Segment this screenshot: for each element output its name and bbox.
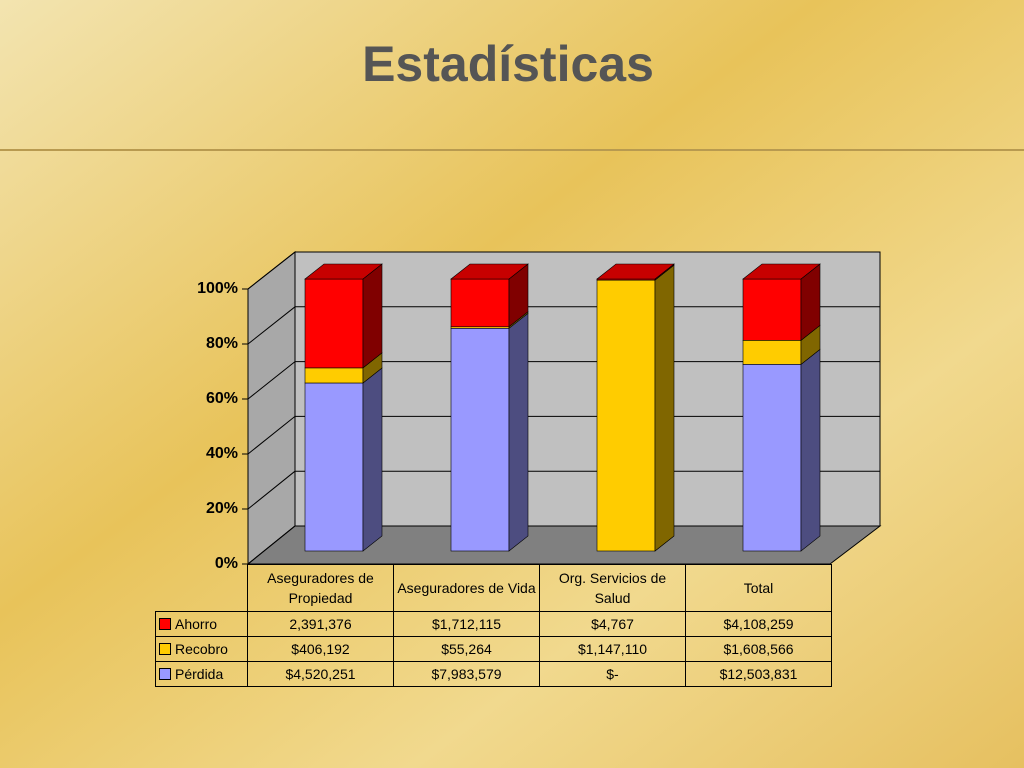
bar	[596, 279, 656, 552]
bar-top	[304, 263, 383, 280]
chart-title: Estadísticas	[362, 36, 654, 92]
table-value: $406,192	[247, 636, 394, 662]
bar	[450, 328, 510, 552]
y-tick-label: 60%	[206, 390, 238, 407]
corner	[156, 565, 248, 612]
table-value: $4,520,251	[247, 661, 394, 687]
table-value: $1,608,566	[685, 636, 832, 662]
legend-swatch	[159, 643, 171, 655]
series-row: Recobro $406,192 $55,264 $1,147,110 $1,608,5…	[155, 636, 832, 662]
table-value: $4,108,259	[685, 611, 832, 637]
category-label: Aseguradores de Propiedad	[247, 564, 394, 612]
legend-label: Recobro	[175, 641, 228, 657]
y-tick-label: 20%	[206, 500, 238, 517]
bar-top	[450, 263, 529, 280]
grid-line	[247, 306, 296, 345]
table-value: $7,983,579	[393, 661, 540, 687]
y-tick-label: 40%	[206, 445, 238, 462]
bar	[742, 340, 802, 365]
table-value: $12,503,831	[685, 661, 832, 687]
bar-side	[800, 348, 821, 552]
bar-side	[362, 263, 383, 369]
grid-line	[247, 525, 296, 565]
category-label: Org. Servicios de Salud	[539, 564, 686, 612]
table-value: 2,391,376	[247, 611, 394, 637]
bar-top	[742, 263, 821, 280]
category-label: Total	[685, 564, 832, 612]
grid-line	[247, 470, 296, 510]
series-row: Pérdida $4,520,251 $7,983,579 $- $12,503,831	[155, 661, 832, 687]
table-value: $1,147,110	[539, 636, 686, 662]
category-label: Aseguradores de Vida	[393, 564, 540, 612]
bar	[304, 382, 364, 552]
legend-label: Pérdida	[175, 666, 224, 682]
y-tick-label: 100%	[197, 280, 238, 297]
header-row: Aseguradores de Propiedad Aseguradores de…	[156, 564, 832, 612]
y-tick-label: 80%	[206, 335, 238, 352]
legend-entry: Recobro	[155, 636, 248, 662]
table-value: $4,767	[539, 611, 686, 637]
bar-side	[654, 264, 675, 552]
bar	[742, 278, 802, 341]
legend-entry: Ahorro	[155, 611, 248, 637]
table-value: $1,712,115	[393, 611, 540, 637]
table-value: $55,264	[393, 636, 540, 662]
bar-top	[596, 263, 675, 280]
legend-swatch	[159, 618, 171, 630]
bar-side	[362, 367, 383, 552]
side-wall	[247, 250, 296, 566]
bar	[450, 278, 510, 328]
grid-line	[247, 251, 296, 290]
legend-label: Ahorro	[175, 616, 218, 632]
y-tick-label: 0%	[215, 555, 238, 572]
series-row: Ahorro 2,391,376 $1,712,115 $4,767 $4,108,25…	[155, 611, 832, 637]
bar	[304, 367, 364, 384]
bar	[304, 278, 364, 369]
legend-swatch	[159, 668, 171, 680]
data-table: Aseguradores de Propiedad Aseguradores de…	[155, 564, 832, 687]
bar	[742, 364, 802, 552]
table-value: $-	[539, 661, 686, 687]
bar-side	[508, 312, 529, 552]
grid-line	[247, 416, 296, 455]
legend-entry: Pérdida	[155, 661, 248, 687]
grid-line	[247, 361, 296, 400]
